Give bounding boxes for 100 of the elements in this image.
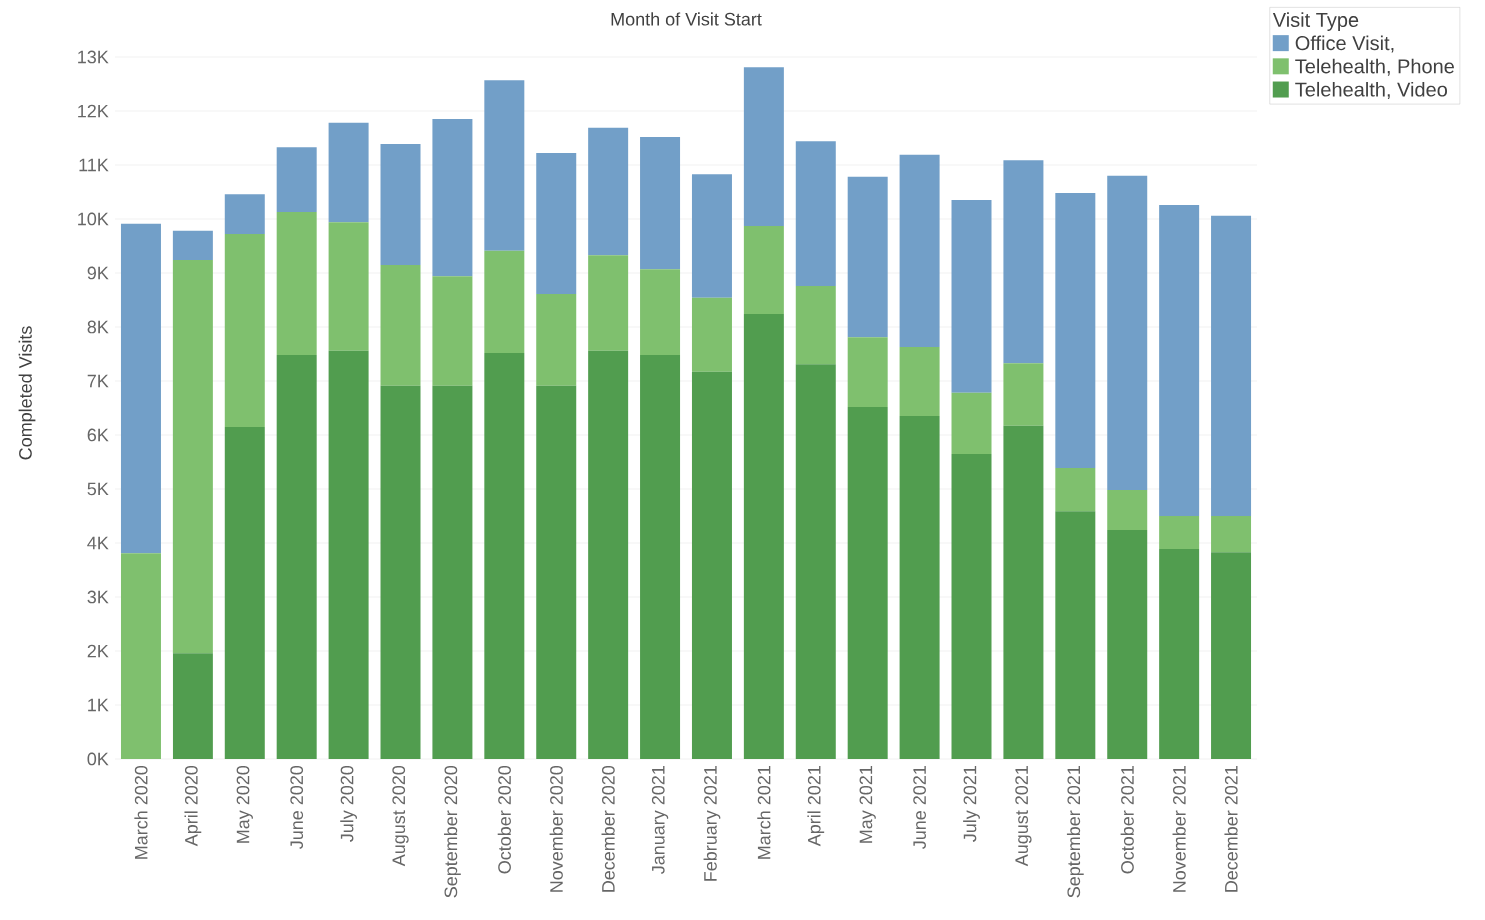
x-tick-label: March 2020 (134, 765, 148, 859)
bar (224, 234, 265, 427)
bar (640, 136, 681, 270)
bar (120, 223, 161, 554)
bar (847, 176, 888, 338)
x-tick-label: September 2021 (1066, 766, 1084, 898)
bar (1211, 515, 1252, 553)
y-tick-label: 5K (87, 482, 109, 496)
bar (743, 67, 784, 227)
bar (1159, 515, 1200, 549)
x-tick-label: December 2020 (601, 765, 615, 892)
bar (1211, 552, 1252, 759)
bar (1159, 204, 1200, 516)
x-tick-label: April 2021 (807, 766, 825, 847)
x-tick-label: May 2021 (859, 766, 876, 843)
x-tick-label: June 2021 (913, 766, 926, 849)
x-tick-label: March 2021 (757, 766, 771, 859)
bar (691, 297, 732, 372)
bar (951, 392, 992, 454)
bar (1211, 215, 1252, 516)
bar (328, 350, 369, 759)
legend-label: Telehealth, Video (1295, 81, 1447, 99)
x-tick-label: August 2021 (1015, 766, 1032, 867)
bar (484, 352, 525, 759)
bar (380, 385, 421, 759)
bar (536, 294, 577, 386)
x-tick-label: October 2020 (497, 765, 511, 874)
bar (224, 194, 265, 235)
x-tick-label: July 2020 (340, 765, 357, 842)
x-tick-label: November 2021 (1172, 766, 1186, 892)
bar (588, 127, 629, 256)
y-tick-label: 13K (78, 50, 109, 64)
x-tick-label: November 2020 (549, 765, 563, 892)
bar (588, 350, 629, 759)
y-axis-title: Completed Visits (18, 326, 36, 460)
x-tick-label: September 2020 (444, 765, 461, 898)
bar (536, 385, 577, 759)
y-tick-label: 9K (87, 266, 109, 280)
y-tick-label: 7K (87, 374, 109, 388)
bar (795, 141, 836, 286)
bar (484, 250, 525, 353)
x-tick-label: April 2020 (184, 765, 202, 847)
bar (1107, 175, 1148, 491)
x-tick-label: January 2021 (651, 766, 669, 874)
y-tick-label: 10K (78, 212, 109, 226)
y-tick-label: 12K (78, 104, 109, 118)
x-tick-label: June 2020 (290, 765, 304, 849)
bar (1107, 490, 1148, 531)
bar (1107, 530, 1148, 759)
bar (691, 174, 732, 298)
bar (172, 653, 213, 759)
legend-title: Visit Type (1272, 12, 1359, 31)
legend-label: Telehealth, Phone (1295, 58, 1454, 76)
bar (328, 222, 369, 351)
bar (276, 355, 317, 759)
y-tick-label: 4K (87, 536, 109, 550)
bar (224, 426, 265, 759)
x-tick-label: December 2021 (1224, 766, 1238, 892)
bar (640, 355, 681, 759)
bar (484, 80, 525, 251)
bar (432, 385, 473, 759)
chart-title: Month of Visit Start (611, 12, 762, 26)
y-tick-label: 2K (87, 644, 109, 658)
x-tick-label: August 2020 (392, 765, 409, 867)
bar (951, 200, 992, 393)
bar (1159, 548, 1200, 759)
bar (536, 153, 577, 295)
bar (899, 154, 940, 347)
bar (380, 143, 421, 265)
bar (1003, 160, 1044, 364)
y-tick-label: 6K (87, 428, 109, 442)
bar (743, 226, 784, 315)
bar (1055, 511, 1096, 759)
x-tick-label: February 2021 (703, 766, 721, 881)
bar (795, 364, 836, 759)
bar (640, 269, 681, 356)
bar (172, 260, 213, 654)
bar (1055, 193, 1096, 468)
y-tick-label: 3K (87, 590, 109, 604)
bar (691, 371, 732, 759)
y-tick-label: 8K (87, 320, 109, 334)
y-tick-label: 0K (87, 752, 109, 766)
bar (432, 276, 473, 386)
bar (899, 346, 940, 417)
bar (899, 416, 940, 759)
bar (847, 406, 888, 759)
bar (743, 314, 784, 759)
legend-label: Office Visit, (1295, 35, 1394, 53)
bar (276, 211, 317, 356)
y-tick-label: 1K (88, 698, 109, 712)
bar (380, 264, 421, 386)
bar (432, 119, 473, 277)
bar (1003, 363, 1044, 426)
bar (1055, 467, 1096, 512)
y-tick-label: 11K (79, 158, 109, 172)
bar (276, 147, 317, 212)
x-tick-label: May 2020 (236, 765, 253, 843)
x-tick-label: October 2021 (1120, 766, 1134, 874)
x-tick-label: July 2021 (963, 766, 980, 842)
bar (847, 337, 888, 407)
